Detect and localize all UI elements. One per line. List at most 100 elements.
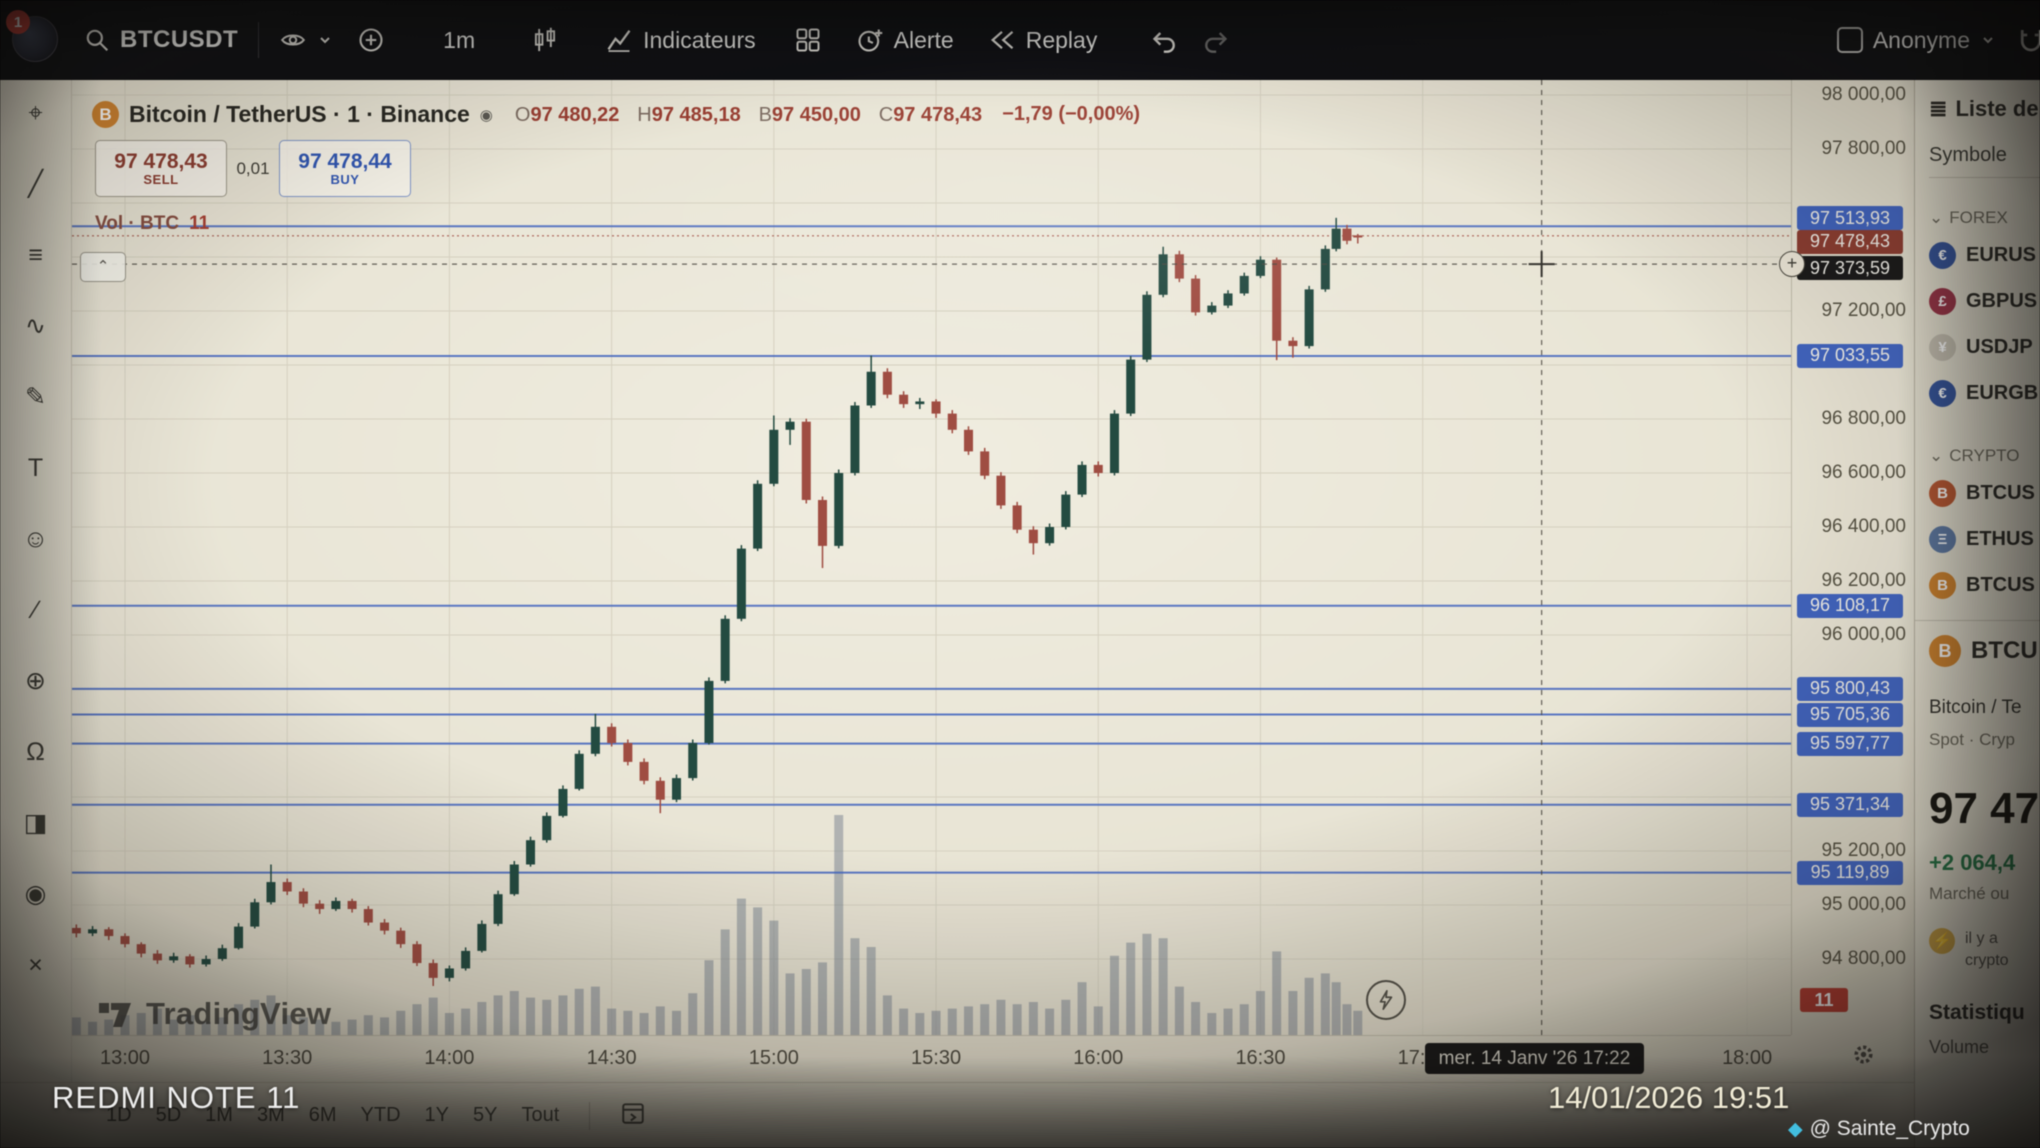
time-tick-label: 16:30 <box>1235 1047 1286 1069</box>
anonymous-checkbox[interactable] <box>1836 27 1863 53</box>
range-button-6m[interactable]: 6M <box>299 1100 347 1131</box>
emoji-tool-icon[interactable]: ☺ <box>14 520 58 558</box>
anonymous-toggle[interactable]: Anonyme <box>1863 21 2006 60</box>
price-axis[interactable]: 98 000,00 97 800,00 97 200,00 96 800,00 96 6… <box>1779 80 1914 1035</box>
brush-tool-icon[interactable]: ✎ <box>14 378 58 416</box>
range-button-1y[interactable]: 1Y <box>415 1100 459 1131</box>
spread-value: 0,01 <box>236 158 270 178</box>
time-tick-label: 18:00 <box>1722 1047 1773 1069</box>
add-alert-plus-icon[interactable]: + <box>1779 251 1805 278</box>
crosshair-tool-icon[interactable]: ⌖ <box>14 94 58 132</box>
lock-drawings-tool-icon[interactable]: ◨ <box>14 804 58 842</box>
symbol-title[interactable]: Bitcoin / TetherUS · 1 · Binance <box>129 101 470 127</box>
account-avatar[interactable]: 1 <box>6 10 60 64</box>
candlestick-chart[interactable] <box>72 80 1791 1035</box>
watchlist-item-symbol: BTCUS <box>1966 481 2035 504</box>
compare-button[interactable] <box>269 21 343 59</box>
watchlist-item[interactable]: € EURUS <box>1929 232 2040 278</box>
remove-drawings-tool-icon[interactable]: × <box>14 946 58 984</box>
search-icon <box>86 29 109 52</box>
symbol-detail-header[interactable]: B BTCU <box>1929 635 2040 667</box>
sell-price: 97 478,43 <box>114 149 208 173</box>
symbol-search-button[interactable]: BTCUSDT <box>74 20 248 60</box>
pattern-tool-icon[interactable]: ∿ <box>14 307 58 345</box>
replay-button[interactable]: Replay <box>978 20 1108 60</box>
magnet-icon[interactable] <box>2006 19 2040 61</box>
sell-button[interactable]: 97 478,43 SELL <box>95 140 227 197</box>
level-lines-layer[interactable] <box>72 225 1791 874</box>
volume-label: Vol · BTC <box>95 213 180 234</box>
text-tool-icon[interactable]: T <box>14 449 58 487</box>
level-price-label[interactable]: 95 800,43 <box>1797 676 1903 701</box>
time-tick-label: 14:30 <box>586 1047 637 1069</box>
range-button-1m[interactable]: 1M <box>195 1100 243 1131</box>
watchlist-item-symbol: EURUS <box>1966 243 2037 266</box>
watchlist-icon: ≣ <box>1929 96 1948 121</box>
magnet-tool-icon[interactable]: Ω <box>14 733 58 771</box>
bottombar-separator <box>589 1101 591 1130</box>
watchlist-item[interactable]: £ GBPUS <box>1929 278 2040 324</box>
chevron-down-icon <box>1983 37 1993 44</box>
alert-list-item[interactable]: ⚡ il y a crypto <box>1929 928 2040 971</box>
interval-button[interactable]: 1m <box>433 21 485 60</box>
price-tick-label: 96 600,00 <box>1821 462 1906 483</box>
watchlist-item[interactable]: B BTCUS <box>1929 562 2040 608</box>
top-toolbar: 1 BTCUSDT 1m Indicateurs Alerte <box>0 0 2040 80</box>
legend-source-icon[interactable]: ◉ <box>479 106 493 124</box>
price-tick-label: 96 200,00 <box>1821 570 1906 591</box>
quick-trade-lightning-button[interactable] <box>1366 980 1406 1020</box>
level-price-label[interactable]: 97 513,93 <box>1797 206 1903 231</box>
price-tick-label: 96 400,00 <box>1821 516 1906 537</box>
high-label: H <box>637 103 652 126</box>
redo-button[interactable] <box>1191 20 1239 60</box>
level-price-label[interactable]: 95 371,34 <box>1797 792 1903 817</box>
range-button-1d[interactable]: 1D <box>96 1100 142 1131</box>
range-button-tout[interactable]: Tout <box>511 1100 569 1131</box>
alert-line2: crypto <box>1965 951 2009 969</box>
collapse-panel-button[interactable]: ⌃ <box>80 252 126 282</box>
alert-label: Alerte <box>893 26 954 53</box>
watchlist-item[interactable]: ¥ USDJP <box>1929 324 2040 370</box>
undo-button[interactable] <box>1141 20 1189 60</box>
watchlist-section-crypto[interactable]: ⌄ CRYPTO <box>1929 442 2040 470</box>
level-price-label[interactable]: 97 033,55 <box>1797 343 1903 368</box>
buy-button[interactable]: 97 478,44 BUY <box>279 140 411 197</box>
redo-icon <box>1205 32 1228 53</box>
watchlist-item[interactable]: B BTCUS <box>1929 470 2040 516</box>
alert-button[interactable]: Alerte <box>846 20 964 60</box>
scale-settings-gear-icon[interactable] <box>1845 1041 1882 1071</box>
level-price-label[interactable]: 95 597,77 <box>1797 731 1903 756</box>
buy-label: BUY <box>330 171 360 187</box>
hide-drawings-tool-icon[interactable]: ◉ <box>14 875 58 913</box>
measure-tool-icon[interactable]: ∕ <box>14 591 58 629</box>
watchlist-item[interactable]: € EURGB <box>1929 370 2040 416</box>
price-tick-label: 98 000,00 <box>1821 84 1906 105</box>
range-button-ytd[interactable]: YTD <box>351 1100 411 1131</box>
detail-market: Spot · Cryp <box>1929 730 2015 749</box>
close-label: C <box>878 103 894 126</box>
layout-grid-button[interactable] <box>784 20 832 60</box>
add-compare-button[interactable] <box>347 20 395 60</box>
range-button-3m[interactable]: 3M <box>247 1100 295 1131</box>
detail-price: 97 47 <box>1929 784 2040 833</box>
zoom-in-tool-icon[interactable]: ⊕ <box>14 662 58 700</box>
fib-retracement-tool-icon[interactable]: ≡ <box>14 236 58 274</box>
watchlist-item[interactable]: Ξ ETHUS <box>1929 516 2040 562</box>
goto-date-icon[interactable] <box>610 1096 656 1136</box>
range-button-5y[interactable]: 5Y <box>463 1100 507 1131</box>
watchlist-section-forex[interactable]: ⌄ FOREX <box>1929 204 2040 232</box>
chart-pane[interactable] <box>72 80 1791 1035</box>
level-price-label[interactable]: 95 119,89 <box>1797 860 1903 885</box>
watchlist-tab-symbole[interactable]: Symbole <box>1929 144 2040 178</box>
trend-line-tool-icon[interactable]: ╱ <box>14 165 58 203</box>
indicators-button[interactable]: Indicateurs <box>595 20 766 60</box>
change-value: −1,79 (−0,00%) <box>1002 103 1141 125</box>
chart-type-button[interactable] <box>521 20 569 60</box>
volume-axis-badge: 11 <box>1800 988 1848 1012</box>
range-button-5d[interactable]: 5D <box>146 1100 192 1131</box>
time-axis[interactable]: 13:00 13:30 14:00 14:30 15:00 15:30 16:00 16:30… <box>72 1035 1791 1082</box>
level-price-label[interactable]: 96 108,17 <box>1797 593 1903 618</box>
level-price-label[interactable]: 95 705,36 <box>1797 702 1903 727</box>
watchlist-title: Liste de su <box>1955 96 2040 121</box>
